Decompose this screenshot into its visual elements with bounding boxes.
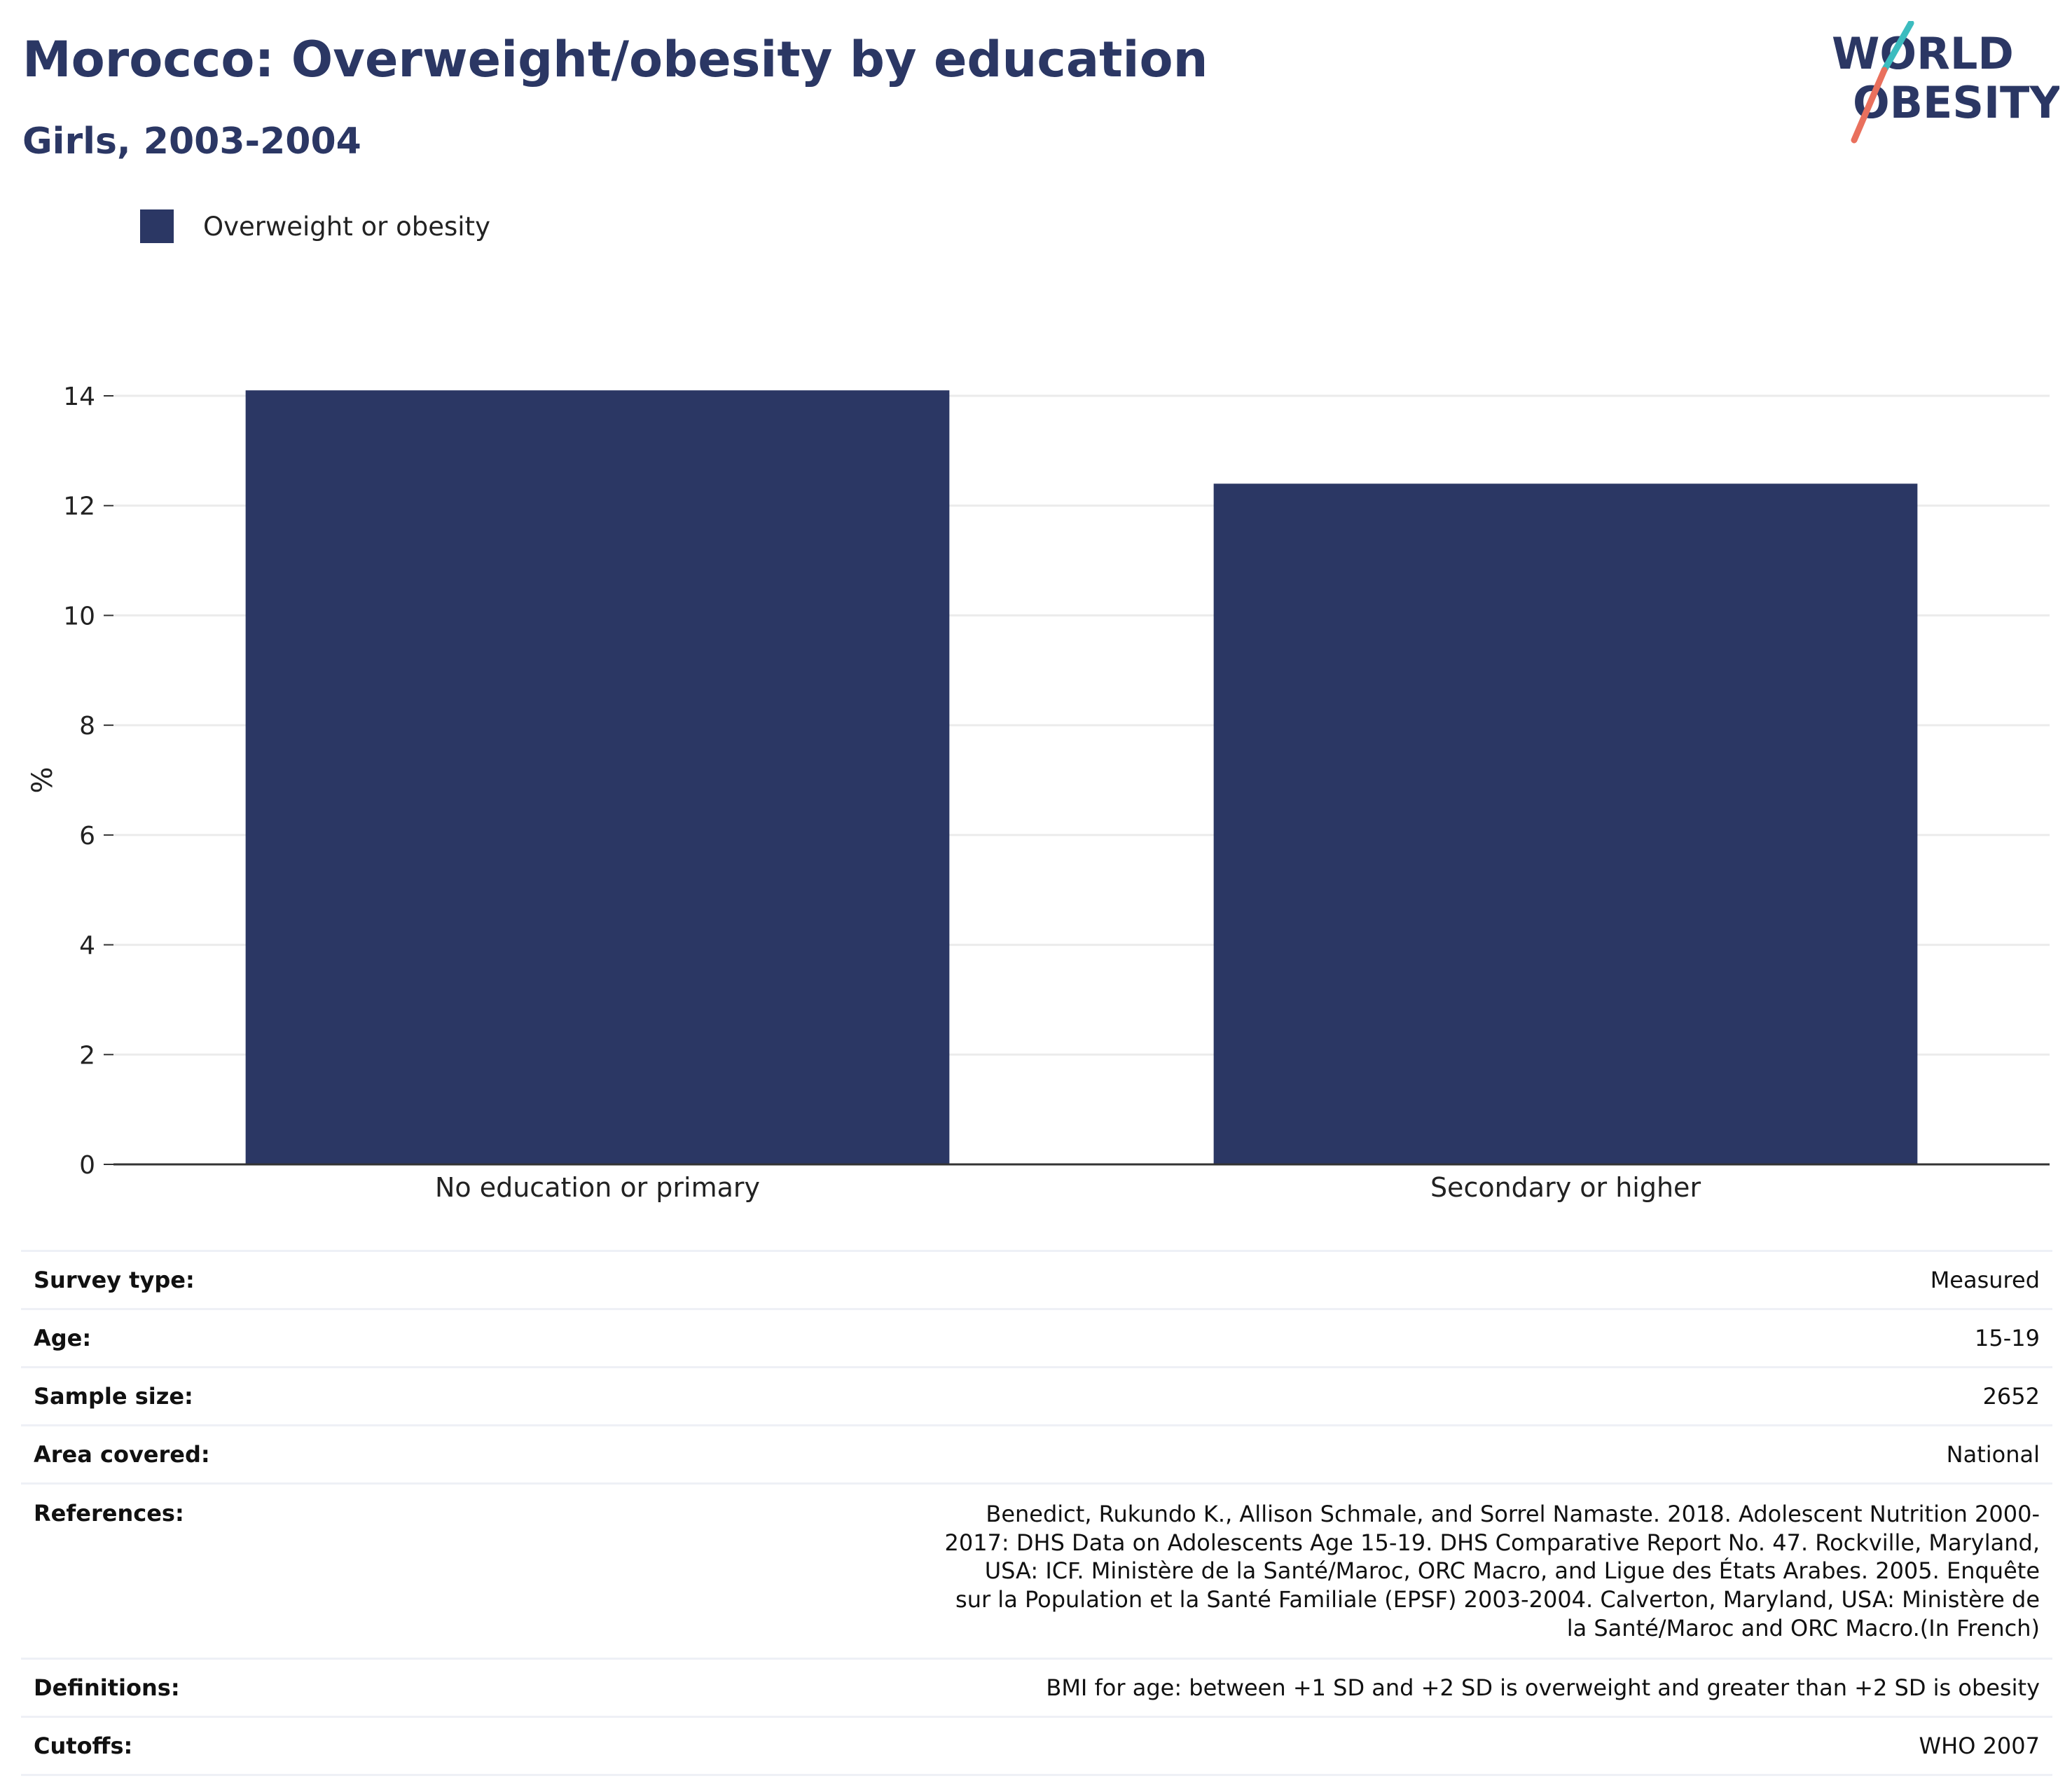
y-tick-label: 4: [79, 932, 95, 961]
x-tick-label: Secondary or higher: [1430, 1172, 1701, 1203]
info-key: Area covered:: [21, 1425, 438, 1485]
x-tick-label: No education or primary: [435, 1172, 760, 1203]
info-key: References:: [21, 1483, 438, 1660]
info-row-sample-size: Sample size: 2652: [21, 1367, 2052, 1426]
logo-slash-coral: [1851, 67, 1888, 144]
legend-label-overweight: Overweight or obesity: [203, 211, 490, 242]
y-tick-label: 14: [63, 383, 95, 411]
y-tick-label: 8: [79, 712, 95, 741]
info-key: Definitions:: [21, 1658, 438, 1719]
info-value: 2652: [438, 1367, 2052, 1426]
y-tick-label: 0: [79, 1151, 95, 1180]
info-value: Benedict, Rukundo K., Allison Schmale, a…: [438, 1483, 2052, 1660]
info-key: Cutoffs:: [21, 1716, 438, 1777]
info-value: Measured: [438, 1251, 2052, 1310]
y-tick-label: 12: [63, 493, 95, 521]
info-row-area-covered: Area covered: National: [21, 1425, 2052, 1485]
info-row-cutoffs: Cutoffs: WHO 2007: [21, 1716, 2052, 1777]
info-value: WHO 2007: [438, 1716, 2052, 1777]
y-axis-label: %: [27, 766, 59, 793]
axes: 0 2 4 6 8 10 12 14 No education or primary Second…: [27, 383, 2050, 1203]
y-tick-label: 2: [79, 1041, 95, 1070]
y-tick-label: 6: [79, 822, 95, 851]
y-tick-label: 10: [63, 602, 95, 631]
info-row-references: References: Benedict, Rukundo K., Alliso…: [21, 1483, 2052, 1660]
logo-text-line2: OBESITY: [1853, 77, 2059, 128]
bar: [245, 390, 950, 1164]
info-key: Sample size:: [21, 1367, 438, 1426]
info-value: BMI for age: between +1 SD and +2 SD is …: [438, 1658, 2052, 1719]
info-key: Survey type:: [21, 1251, 438, 1310]
info-value: 15-19: [438, 1309, 2052, 1368]
info-row-survey-type: Survey type: Measured: [21, 1251, 2052, 1310]
world-obesity-logo: WORLD OBESITY: [1832, 21, 2059, 144]
info-value: National: [438, 1425, 2052, 1485]
logo-slash-teal: [1881, 21, 1914, 74]
legend-swatch-overweight: [140, 209, 174, 243]
info-key: Age:: [21, 1309, 438, 1368]
chart-legend: Overweight or obesity: [140, 209, 490, 244]
chart-subtitle: Girls, 2003-2004: [22, 121, 361, 163]
survey-info-table: Survey type: Measured Age: 15-19 Sample …: [21, 1250, 2052, 1777]
bar-chart: 0 2 4 6 8 10 12 14 No education or primary Second…: [27, 383, 2050, 1203]
chart-title: Morocco: Overweight/obesity by education: [22, 31, 1208, 88]
bars: [245, 390, 1918, 1164]
logo-text-line1: WORLD: [1832, 28, 2014, 79]
info-row-definitions: Definitions: BMI for age: between +1 SD …: [21, 1658, 2052, 1719]
info-row-age: Age: 15-19: [21, 1309, 2052, 1368]
bar: [1213, 483, 1918, 1164]
